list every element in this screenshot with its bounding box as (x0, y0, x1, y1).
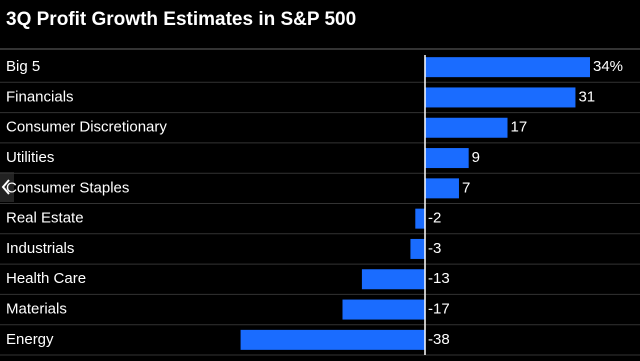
data-label: -13 (428, 270, 450, 287)
data-label: 9 (472, 149, 480, 166)
bar (425, 57, 590, 78)
data-label: -3 (428, 240, 441, 257)
category-label: Consumer Discretionary (6, 119, 167, 136)
data-label: 7 (462, 179, 470, 196)
bar (415, 208, 425, 229)
data-label: -17 (428, 301, 450, 318)
category-label: Utilities (6, 149, 54, 166)
bar (240, 329, 425, 350)
bar (425, 178, 459, 199)
data-label: -2 (428, 210, 441, 227)
data-label: 17 (511, 119, 528, 136)
category-label: Real Estate (6, 210, 84, 227)
bar (425, 148, 469, 169)
data-label: -38 (428, 331, 450, 348)
bar (425, 87, 576, 108)
category-label: Materials (6, 301, 67, 318)
category-label: Consumer Staples (6, 179, 129, 196)
carousel-arrow[interactable] (0, 172, 14, 202)
bar (342, 299, 425, 320)
bar (425, 117, 508, 138)
bar (410, 238, 425, 259)
chart-title: 3Q Profit Growth Estimates in S&P 500 (6, 9, 356, 30)
category-label: Financials (6, 88, 74, 105)
category-label: Health Care (6, 270, 86, 287)
category-label: Big 5 (6, 58, 40, 75)
arrow-bg[interactable] (0, 172, 14, 202)
data-label: 31 (578, 88, 595, 105)
data-label: 34% (593, 58, 623, 75)
bar (361, 269, 425, 290)
arrow-icon[interactable] (1, 179, 10, 195)
category-label: Energy (6, 331, 54, 348)
category-label: Industrials (6, 240, 74, 257)
